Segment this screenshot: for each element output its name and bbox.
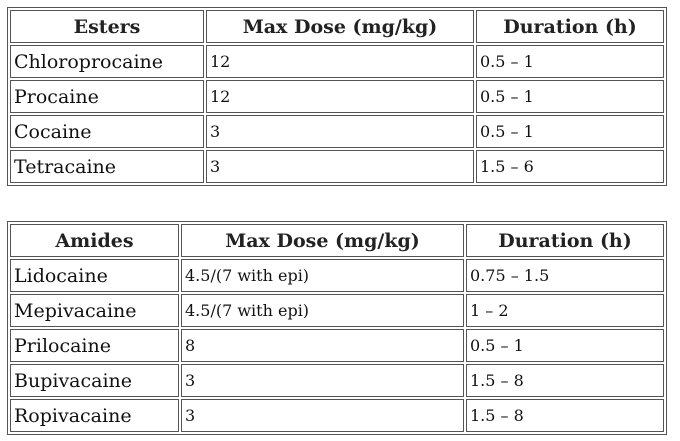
max-dose-cell: 12 — [206, 45, 474, 78]
drug-name-cell: Procaine — [10, 80, 204, 113]
duration-cell: 0.5 – 1 — [476, 45, 664, 78]
amides-header-duration: Duration (h) — [466, 224, 664, 257]
drug-name-cell: Lidocaine — [10, 259, 179, 292]
max-dose-cell: 3 — [181, 399, 464, 432]
duration-cell: 0.5 – 1 — [476, 80, 664, 113]
max-dose-cell: 3 — [206, 150, 474, 183]
amides-header-max-dose: Max Dose (mg/kg) — [181, 224, 464, 257]
esters-header-class: Esters — [10, 10, 204, 43]
table-row: Bupivacaine 3 1.5 – 8 — [10, 364, 664, 397]
table-row: Chloroprocaine 12 0.5 – 1 — [10, 45, 664, 78]
max-dose-cell: 8 — [181, 329, 464, 362]
table-row: Ropivacaine 3 1.5 – 8 — [10, 399, 664, 432]
duration-cell: 0.75 – 1.5 — [466, 259, 664, 292]
max-dose-cell: 4.5/(7 with epi) — [181, 294, 464, 327]
drug-name-cell: Cocaine — [10, 115, 204, 148]
table-row: Tetracaine 3 1.5 – 6 — [10, 150, 664, 183]
duration-cell: 1.5 – 8 — [466, 364, 664, 397]
max-dose-cell: 4.5/(7 with epi) — [181, 259, 464, 292]
duration-cell: 1 – 2 — [466, 294, 664, 327]
max-dose-cell: 3 — [181, 364, 464, 397]
drug-name-cell: Chloroprocaine — [10, 45, 204, 78]
amides-header-class: Amides — [10, 224, 179, 257]
max-dose-cell: 3 — [206, 115, 474, 148]
drug-name-cell: Tetracaine — [10, 150, 204, 183]
duration-cell: 0.5 – 1 — [466, 329, 664, 362]
duration-cell: 1.5 – 6 — [476, 150, 664, 183]
esters-header-duration: Duration (h) — [476, 10, 664, 43]
max-dose-cell: 12 — [206, 80, 474, 113]
esters-header-max-dose: Max Dose (mg/kg) — [206, 10, 474, 43]
drug-name-cell: Mepivacaine — [10, 294, 179, 327]
amides-header-row: Amides Max Dose (mg/kg) Duration (h) — [10, 224, 664, 257]
table-row: Prilocaine 8 0.5 – 1 — [10, 329, 664, 362]
table-row: Mepivacaine 4.5/(7 with epi) 1 – 2 — [10, 294, 664, 327]
esters-header-row: Esters Max Dose (mg/kg) Duration (h) — [10, 10, 664, 43]
amides-table: Amides Max Dose (mg/kg) Duration (h) Lid… — [7, 221, 667, 435]
drug-name-cell: Ropivacaine — [10, 399, 179, 432]
table-row: Cocaine 3 0.5 – 1 — [10, 115, 664, 148]
drug-name-cell: Bupivacaine — [10, 364, 179, 397]
duration-cell: 1.5 – 8 — [466, 399, 664, 432]
esters-table: Esters Max Dose (mg/kg) Duration (h) Chl… — [7, 7, 667, 186]
table-row: Procaine 12 0.5 – 1 — [10, 80, 664, 113]
duration-cell: 0.5 – 1 — [476, 115, 664, 148]
table-row: Lidocaine 4.5/(7 with epi) 0.75 – 1.5 — [10, 259, 664, 292]
drug-name-cell: Prilocaine — [10, 329, 179, 362]
